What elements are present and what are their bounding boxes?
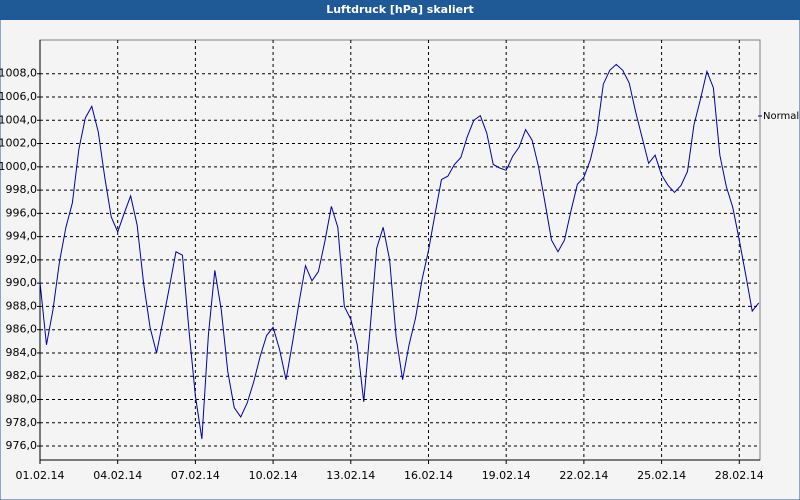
y-tick-label: 1006,0 <box>0 90 37 103</box>
data-line <box>39 63 760 440</box>
y-tick-label: 980,0 <box>6 393 38 406</box>
y-tick-label: 1004,0 <box>0 113 37 126</box>
y-tick-label: 996,0 <box>6 206 38 219</box>
y-tick-label: 978,0 <box>6 416 38 429</box>
y-tick-label: 982,0 <box>6 369 38 382</box>
y-tick-label: 998,0 <box>6 183 38 196</box>
x-tick-label: 04.02.14 <box>93 469 142 482</box>
y-tick-label: 986,0 <box>6 323 38 336</box>
x-tick-label: 13.02.14 <box>326 469 375 482</box>
y-tick-label: 976,0 <box>6 439 38 452</box>
x-tick-label: 25.02.14 <box>637 469 686 482</box>
plot-area <box>39 39 761 461</box>
y-tick-label: 1000,0 <box>0 160 37 173</box>
x-tick-label: 28.02.14 <box>715 469 764 482</box>
x-tick-label: 01.02.14 <box>16 469 65 482</box>
x-tick-label: 22.02.14 <box>559 469 608 482</box>
x-tick-label: 16.02.14 <box>404 469 453 482</box>
x-tick-label: 10.02.14 <box>249 469 298 482</box>
y-tick-label: 984,0 <box>6 346 38 359</box>
legend-label: Normal <box>763 111 799 122</box>
x-tick-label: 19.02.14 <box>482 469 531 482</box>
title-bar <box>0 0 800 20</box>
y-tick-label: 990,0 <box>6 276 38 289</box>
y-tick-label: 992,0 <box>6 253 38 266</box>
y-tick-label: 1008,0 <box>0 67 37 80</box>
y-tick-label: 994,0 <box>6 230 38 243</box>
y-tick-label: 988,0 <box>6 299 38 312</box>
y-tick-label: 1002,0 <box>0 137 37 150</box>
x-tick-label: 07.02.14 <box>171 469 220 482</box>
window-title: Luftdruck [hPa] skaliert <box>326 3 474 16</box>
